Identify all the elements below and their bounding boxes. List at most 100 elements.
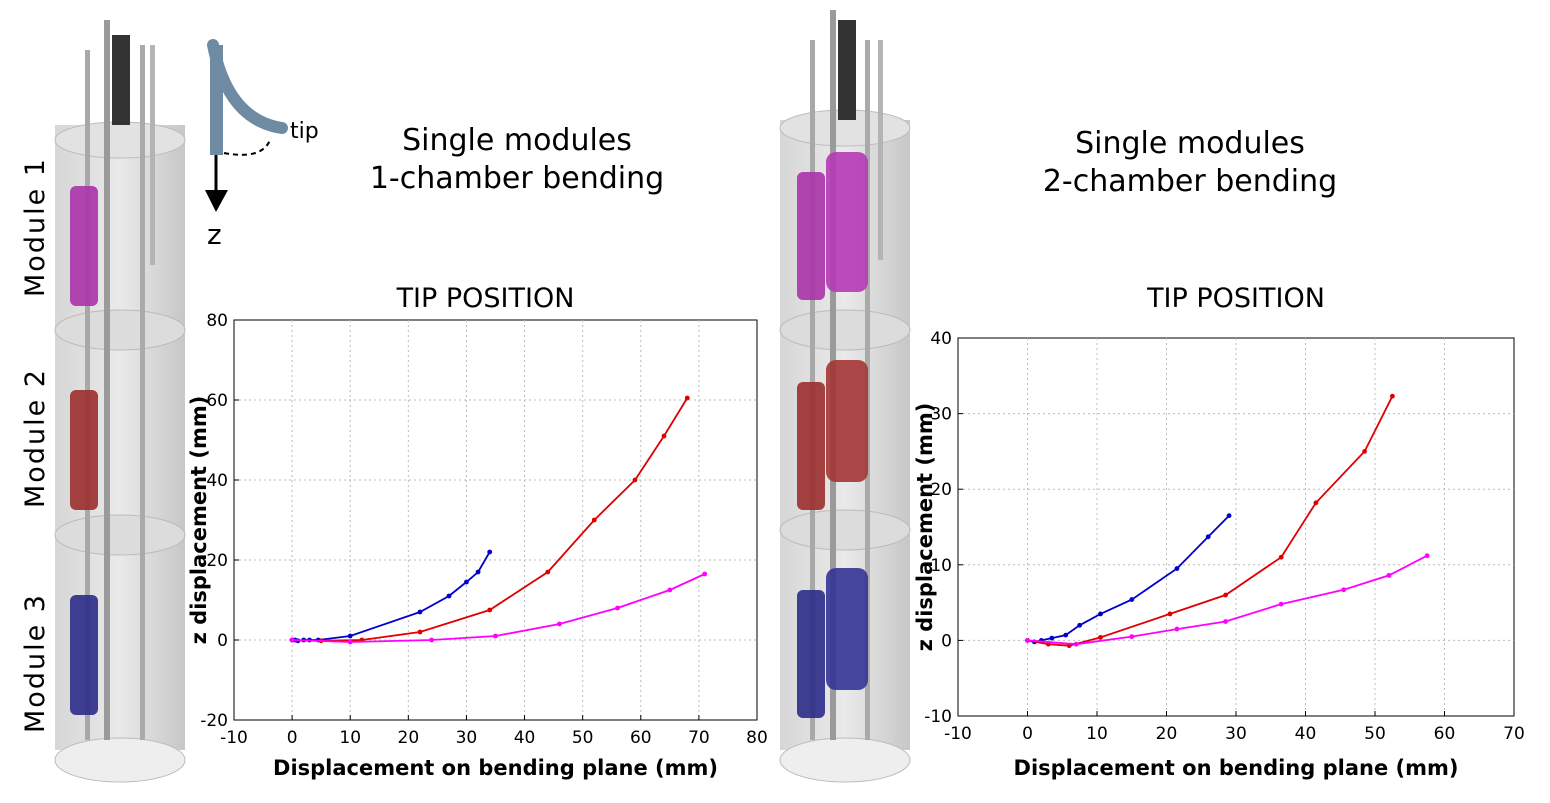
data-point <box>1389 393 1395 399</box>
data-point <box>1313 500 1319 506</box>
series-line <box>1027 395 1394 647</box>
x-tick-label: 0 <box>1022 724 1033 744</box>
data-point <box>1341 587 1347 593</box>
data-point <box>545 569 551 575</box>
x-axis-label: Displacement on bending plane (mm) <box>1014 756 1459 780</box>
data-point <box>1129 597 1135 602</box>
data-point <box>557 621 562 627</box>
chamber-module-2 <box>70 390 98 510</box>
data-point <box>347 633 353 639</box>
x-axis-label: Displacement on bending plane (mm) <box>273 756 718 780</box>
data-point <box>1129 634 1135 640</box>
data-point <box>615 605 620 611</box>
data-point <box>1063 632 1069 638</box>
z-axis-label: z <box>207 218 222 251</box>
y-tick-label: -20 <box>200 711 228 731</box>
chamber-b-module-2 <box>826 360 868 482</box>
data-point <box>1205 534 1211 540</box>
x-tick-label: 70 <box>688 728 710 748</box>
series-line <box>292 397 689 642</box>
data-point <box>1077 622 1083 628</box>
chamber-b-module-1 <box>826 152 868 292</box>
data-point <box>1424 553 1430 559</box>
x-tick-label: 30 <box>456 728 478 748</box>
y-axis-label: z displacement (mm) <box>913 403 937 652</box>
data-point <box>1174 566 1180 571</box>
data-point <box>1073 641 1079 647</box>
y-tick-label: 40 <box>930 329 952 349</box>
module-1-label: Module 1 <box>20 157 51 297</box>
chamber-a-module-1 <box>797 172 825 300</box>
data-point <box>417 609 423 615</box>
y-tick-label: 0 <box>941 631 952 651</box>
y-tick-label: 20 <box>206 551 228 571</box>
x-tick-label: -10 <box>220 728 248 748</box>
data-point <box>661 433 667 439</box>
robot-illustration-left <box>54 20 186 783</box>
data-point <box>1223 619 1228 624</box>
data-point <box>417 629 423 635</box>
tip-position-chart-2-chamber: -10 0 10 20 30 40 50 60 70 -10 0 10 20 30 40 TIP POSITI… <box>913 283 1525 780</box>
data-point <box>1278 554 1284 560</box>
y-tick-label: 20 <box>930 480 952 500</box>
chart-title: TIP POSITION <box>396 283 575 314</box>
data-point <box>487 607 493 613</box>
chamber-b-module-3 <box>826 568 868 690</box>
chamber-module-1 <box>70 186 98 306</box>
y-tick-label: 0 <box>217 631 228 651</box>
y-tick-label: 80 <box>206 311 228 331</box>
data-point <box>1174 626 1180 632</box>
heading-left-line1: Single modules <box>402 123 632 158</box>
x-tick-label: 50 <box>572 728 594 748</box>
data-point <box>1278 601 1284 607</box>
data-point <box>1025 638 1030 643</box>
x-tick-label: 0 <box>287 728 298 748</box>
data-point <box>702 571 708 577</box>
heading-left-line2: 1-chamber bending <box>370 161 664 196</box>
data-point <box>487 549 493 555</box>
x-tick-label: 60 <box>630 728 652 748</box>
data-point <box>684 395 690 401</box>
heading-right-line1: Single modules <box>1075 126 1305 161</box>
x-tick-label: 30 <box>1225 724 1247 744</box>
x-tick-label: 20 <box>398 728 420 748</box>
y-tick-label: -10 <box>924 707 952 727</box>
module-3-label: Module 3 <box>20 593 51 733</box>
chamber-a-module-2 <box>797 382 825 510</box>
y-tick-label: 60 <box>206 391 228 411</box>
x-tick-label: 20 <box>1156 724 1178 744</box>
y-tick-label: 40 <box>206 471 228 491</box>
data-point <box>493 633 498 639</box>
data-point <box>632 477 638 483</box>
y-tick-label: 10 <box>930 556 952 576</box>
data-point <box>475 569 481 575</box>
data-point <box>1223 592 1228 598</box>
x-tick-label: 70 <box>1503 724 1525 744</box>
tip-inset-diagram <box>205 39 288 212</box>
data-point <box>1167 611 1173 617</box>
data-point <box>347 639 353 645</box>
data-point <box>1098 611 1103 617</box>
series-line <box>292 573 706 643</box>
data-point <box>1386 572 1392 578</box>
robot-illustration-right <box>779 10 911 783</box>
x-tick-label: 10 <box>339 728 361 748</box>
tip-label: tip <box>290 119 319 144</box>
x-tick-label: 10 <box>1086 724 1108 744</box>
plot-area <box>233 319 758 721</box>
module-2-label: Module 2 <box>20 368 51 508</box>
data-point <box>464 579 469 585</box>
heading-right-line2: 2-chamber bending <box>1043 164 1337 199</box>
x-tick-label: 40 <box>514 728 536 748</box>
data-point <box>429 637 434 643</box>
data-point <box>1049 635 1055 641</box>
data-point <box>591 517 597 523</box>
data-point <box>289 637 295 643</box>
data-point <box>667 587 673 593</box>
x-tick-label: 50 <box>1364 724 1386 744</box>
chamber-module-3 <box>70 595 98 715</box>
y-tick-label: 30 <box>930 405 952 425</box>
x-tick-label: 80 <box>746 728 768 748</box>
x-tick-label: -10 <box>944 724 972 744</box>
